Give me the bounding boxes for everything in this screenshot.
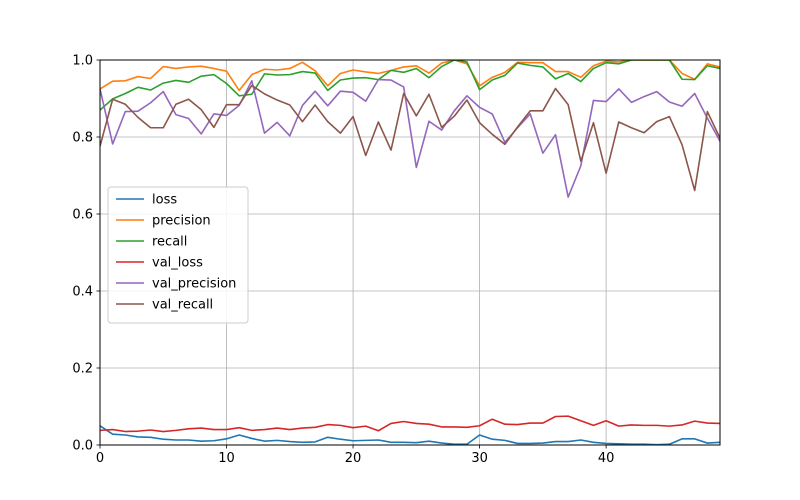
y-tick-label: 0.8 <box>72 131 93 146</box>
y-tick-label: 0.6 <box>72 208 93 223</box>
y-tick-label: 0.0 <box>72 439 93 454</box>
x-tick-label: 10 <box>218 451 235 466</box>
x-tick-label: 0 <box>96 451 104 466</box>
y-tick-label: 0.4 <box>72 285 93 300</box>
legend-label: val_loss <box>152 256 203 271</box>
y-tick-label: 1.0 <box>72 54 93 69</box>
legend: loss precision recall val_loss val_precision… <box>107 186 249 324</box>
legend-label: precision <box>152 214 211 229</box>
legend-box <box>107 186 249 324</box>
series-line-loss <box>100 425 720 445</box>
y-tick-label: 0.2 <box>72 362 93 377</box>
series-line-val-recall <box>100 84 720 192</box>
series-line-val-loss <box>100 415 720 433</box>
legend-label: loss <box>152 193 177 208</box>
series-lines <box>100 60 720 445</box>
series-line-val-precision <box>100 78 720 198</box>
axis-ticks: 0 10 20 30 40 0.0 0.2 0.4 0.6 0.8 1.0 <box>72 54 614 467</box>
x-tick-label: 30 <box>471 451 488 466</box>
x-tick-label: 40 <box>598 451 615 466</box>
legend-label: recall <box>152 235 187 250</box>
plot-frame <box>99 59 721 446</box>
legend-label: val_recall <box>152 298 213 313</box>
x-tick-label: 20 <box>345 451 362 466</box>
legend-label: val_precision <box>152 277 236 292</box>
series-line-precision <box>100 60 720 92</box>
series-line-recall <box>100 60 720 111</box>
